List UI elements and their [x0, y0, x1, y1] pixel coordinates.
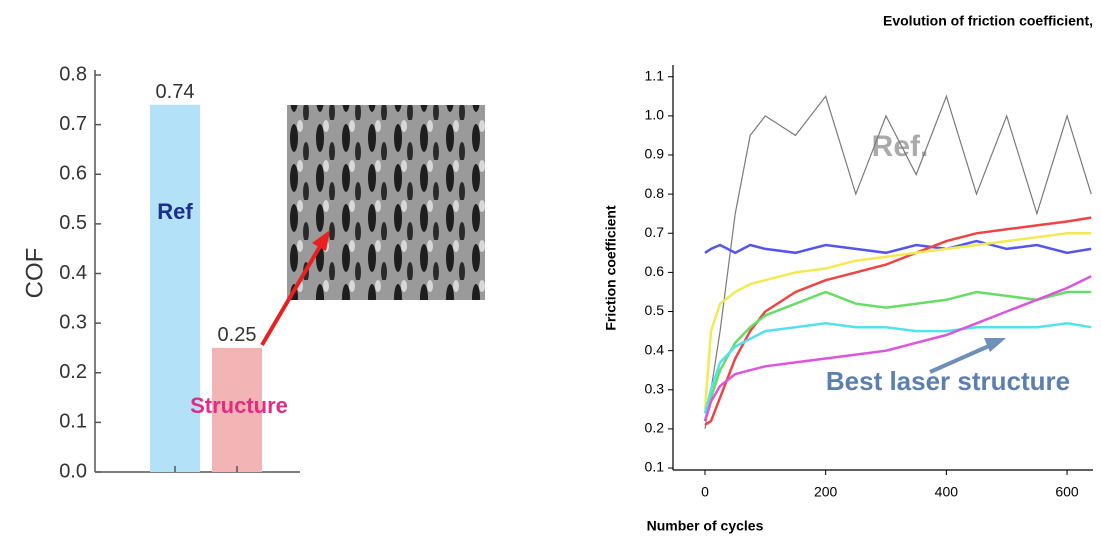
category-label: Structure [190, 393, 288, 418]
annotation: Best laser structure [826, 366, 1070, 396]
y-tick-label: 0.1 [59, 411, 87, 433]
y-axis-label: Friction coefficient [603, 205, 619, 331]
line [705, 276, 1091, 421]
y-tick-label: 0.4 [645, 341, 665, 357]
category-label: Ref [157, 199, 193, 224]
figure: Evolution of friction coefficient, Numbe… [0, 0, 1101, 540]
y-tick-label: 0.2 [645, 420, 665, 436]
y-tick-label: 1.1 [645, 67, 665, 83]
y-tick-label: 0.3 [645, 380, 665, 396]
y-tick-label: 0.0 [59, 460, 87, 482]
y-tick-label: 0.2 [59, 361, 87, 383]
arrow-head [984, 338, 1006, 352]
y-tick-label: 0.8 [59, 63, 87, 85]
y-tick-label: 0.7 [59, 113, 87, 135]
value-label: 0.74 [156, 81, 195, 103]
annotation: Ref. [872, 130, 929, 163]
y-axis-label: COF [21, 248, 48, 299]
x-tick-label: 400 [935, 484, 959, 500]
x-tick-label: 200 [814, 484, 838, 500]
y-tick-label: 0.6 [645, 263, 665, 279]
x-tick-label: 0 [701, 484, 709, 500]
y-tick-label: 0.6 [59, 163, 87, 185]
y-tick-label: 0.5 [59, 212, 87, 234]
y-tick-label: 1.0 [645, 107, 665, 123]
value-label: 0.25 [218, 324, 257, 346]
y-tick-label: 0.5 [645, 302, 665, 318]
line [705, 241, 1091, 253]
y-tick-label: 0.1 [645, 459, 665, 475]
y-tick-label: 0.7 [645, 224, 665, 240]
sem-image [287, 105, 485, 300]
chart-title: Evolution of friction coefficient, [883, 13, 1093, 29]
y-tick-label: 0.8 [645, 185, 665, 201]
x-axis-label: Number of cycles [647, 518, 764, 534]
x-tick-label: 600 [1055, 484, 1079, 500]
y-tick-label: 0.3 [59, 311, 87, 333]
line [705, 292, 1091, 421]
y-tick-label: 0.9 [645, 146, 665, 162]
y-tick-label: 0.4 [59, 262, 87, 284]
